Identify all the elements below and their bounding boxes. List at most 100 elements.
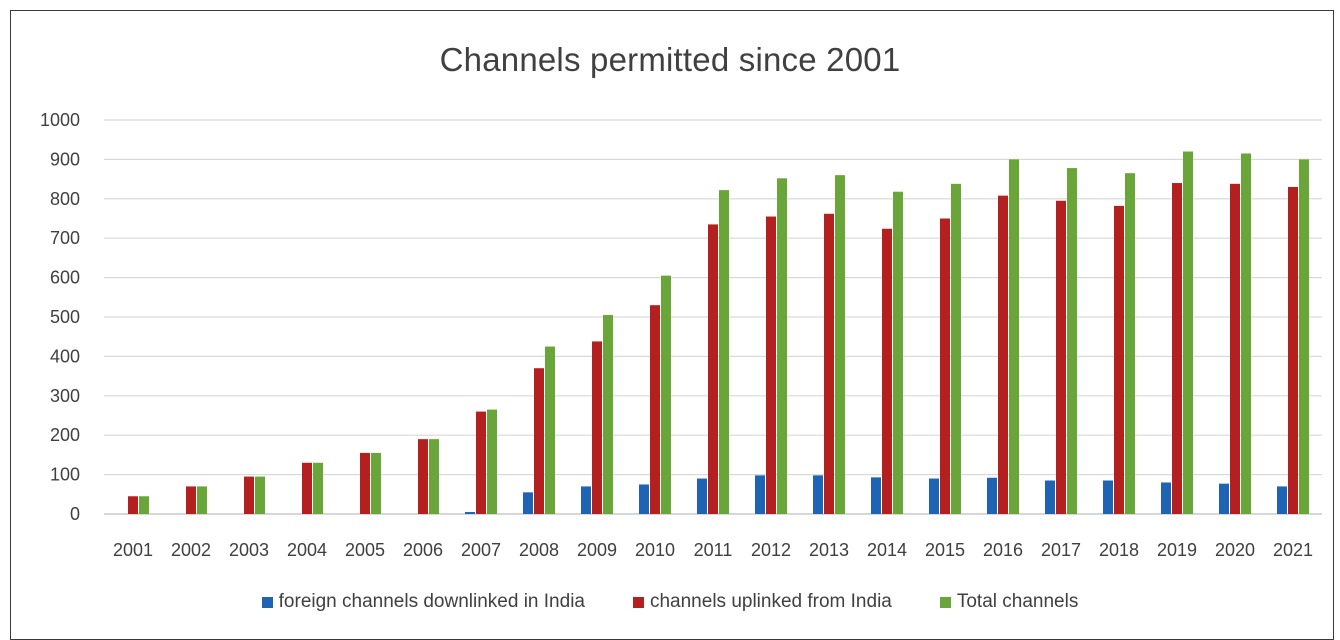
bar-uplinked-2010 xyxy=(650,305,660,514)
y-tick-label: 800 xyxy=(50,189,80,209)
x-category-label: 2003 xyxy=(229,540,269,560)
x-category-label: 2009 xyxy=(577,540,617,560)
bar-foreign-2009 xyxy=(581,486,591,514)
x-category-label: 2006 xyxy=(403,540,443,560)
bar-total-2005 xyxy=(371,452,381,514)
bar-total-2019 xyxy=(1183,151,1193,514)
x-axis-categories: 2001 2002 2003 2004 2005 2006 2007 2008 2009 2010… xyxy=(113,540,1313,560)
legend-label: foreign channels downlinked in India xyxy=(278,591,585,612)
bar-uplinked-2013 xyxy=(824,213,834,514)
y-tick-label: 200 xyxy=(50,425,80,445)
bars xyxy=(128,151,1309,515)
bar-uplinked-2003 xyxy=(244,476,254,514)
legend-label: channels uplinked from India xyxy=(649,591,892,612)
chart-frame xyxy=(10,10,1334,640)
bar-total-2018 xyxy=(1125,173,1135,514)
x-category-label: 2004 xyxy=(287,540,327,560)
bar-uplinked-2019 xyxy=(1172,183,1182,515)
bar-total-2016 xyxy=(1009,159,1019,514)
bar-foreign-2018 xyxy=(1103,480,1113,514)
bar-foreign-2010 xyxy=(639,484,649,514)
bar-total-2010 xyxy=(661,275,671,514)
bar-uplinked-2001 xyxy=(128,496,138,514)
y-tick-label: 700 xyxy=(50,228,80,248)
bar-foreign-2008 xyxy=(523,492,533,514)
bar-uplinked-2021 xyxy=(1288,186,1298,515)
bar-uplinked-2009 xyxy=(592,341,602,514)
bar-uplinked-2005 xyxy=(360,452,370,514)
x-category-label: 2017 xyxy=(1041,540,1081,560)
x-category-label: 2015 xyxy=(925,540,965,560)
legend-item-foreign: foreign channels downlinked in India xyxy=(261,591,585,613)
x-category-label: 2008 xyxy=(519,540,559,560)
x-category-label: 2014 xyxy=(867,540,907,560)
bar-foreign-2013 xyxy=(813,475,823,514)
bar-uplinked-2004 xyxy=(302,462,312,514)
bar-total-2017 xyxy=(1067,168,1077,514)
bar-foreign-2019 xyxy=(1161,482,1171,514)
bar-uplinked-2002 xyxy=(186,486,196,514)
legend-swatch xyxy=(632,596,644,608)
bar-total-2008 xyxy=(545,346,555,514)
x-category-label: 2016 xyxy=(983,540,1023,560)
chart-title: Channels permitted since 2001 xyxy=(439,41,901,78)
x-category-label: 2007 xyxy=(461,540,501,560)
y-tick-label: 500 xyxy=(50,307,80,327)
y-tick-label: 600 xyxy=(50,268,80,288)
bar-total-2020 xyxy=(1241,153,1251,515)
bar-foreign-2007 xyxy=(465,512,475,514)
bar-foreign-2014 xyxy=(871,477,881,514)
bar-total-2014 xyxy=(893,191,903,514)
bar-total-2001 xyxy=(139,496,149,514)
bar-foreign-2016 xyxy=(987,477,997,514)
y-tick-label: 300 xyxy=(50,386,80,406)
bar-foreign-2017 xyxy=(1045,480,1055,514)
bar-uplinked-2007 xyxy=(476,411,486,514)
bar-total-2015 xyxy=(951,183,961,514)
bar-total-2002 xyxy=(197,486,207,514)
x-category-label: 2018 xyxy=(1099,540,1139,560)
bar-total-2007 xyxy=(487,409,497,514)
y-tick-label: 100 xyxy=(50,465,80,485)
x-category-label: 2010 xyxy=(635,540,675,560)
bar-total-2021 xyxy=(1299,159,1309,514)
y-tick-label: 0 xyxy=(70,504,80,524)
x-category-label: 2019 xyxy=(1157,540,1197,560)
bar-uplinked-2015 xyxy=(940,218,950,514)
legend-label: Total channels xyxy=(956,591,1079,612)
x-category-label: 2021 xyxy=(1273,540,1313,560)
bar-uplinked-2016 xyxy=(998,195,1008,514)
bar-total-2013 xyxy=(835,175,845,514)
bar-uplinked-2006 xyxy=(418,439,428,514)
x-category-label: 2002 xyxy=(171,540,211,560)
legend-swatch xyxy=(261,596,273,608)
bar-uplinked-2008 xyxy=(534,368,544,514)
bar-foreign-2020 xyxy=(1219,483,1229,514)
bar-uplinked-2012 xyxy=(766,216,776,514)
bar-uplinked-2014 xyxy=(882,228,892,514)
x-category-label: 2001 xyxy=(113,540,153,560)
y-tick-label: 400 xyxy=(50,346,80,366)
bar-foreign-2011 xyxy=(697,478,707,514)
x-category-label: 2013 xyxy=(809,540,849,560)
y-tick-label: 1000 xyxy=(40,110,80,130)
x-category-label: 2005 xyxy=(345,540,385,560)
bar-total-2009 xyxy=(603,315,613,514)
bar-foreign-2021 xyxy=(1277,486,1287,514)
x-category-label: 2011 xyxy=(694,540,733,560)
bar-uplinked-2020 xyxy=(1230,183,1240,514)
legend-item-uplinked: channels uplinked from India xyxy=(632,591,892,613)
legend-item-total: Total channels xyxy=(939,591,1079,613)
bar-uplinked-2011 xyxy=(708,224,718,514)
bar-total-2012 xyxy=(777,178,787,514)
y-axis-ticks: 0 100 200 300 400 500 600 700 800 900 1000 xyxy=(40,110,80,524)
legend-swatch xyxy=(939,596,951,608)
bar-foreign-2012 xyxy=(755,475,765,514)
bar-foreign-2015 xyxy=(929,478,939,514)
bar-total-2006 xyxy=(429,439,439,514)
x-category-label: 2020 xyxy=(1215,540,1255,560)
x-category-label: 2012 xyxy=(751,540,791,560)
chart-legend: foreign channels downlinked in India chan… xyxy=(0,591,1340,613)
bar-uplinked-2017 xyxy=(1056,200,1066,514)
